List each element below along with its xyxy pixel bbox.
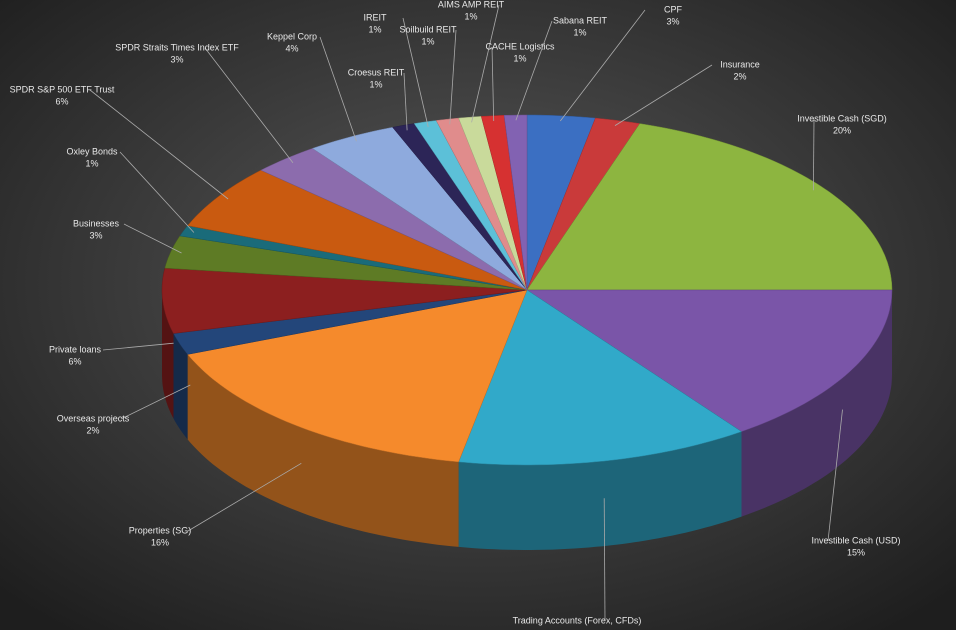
slice-label: Croesus REIT [348,67,405,77]
slice-label: SPDR S&P 500 ETF Trust [10,84,115,94]
slice-label: Investible Cash (USD) [811,535,900,545]
leader-line [119,151,195,233]
pie-slice [526,117,641,291]
slice-label: IREIT [363,12,387,22]
pie-slice [260,148,528,291]
slice-label: Overseas projects [57,413,130,423]
slice-label: Private loans [49,344,102,354]
slice-value-label: 1% [573,27,586,37]
leader-line [603,498,606,622]
slice-value-label: 3% [666,16,679,26]
slice-label: Investible Cash (SGD) [797,113,887,123]
leader-line [813,118,815,191]
slice-value-label: 20% [833,125,851,135]
slice-value-label: 2% [733,71,746,81]
slice-value-label: 6% [55,96,68,106]
slice-label: Trading Accounts (Forex, CFDs) [513,615,642,625]
slice-label: CPF [664,4,683,14]
pie-slice [526,289,893,432]
slice-label: Properties (SG) [129,525,192,535]
pie-slice [164,235,528,291]
slice-value-label: 1% [369,79,382,89]
slice-label: CACHE Logistics [485,41,555,51]
leader-line [471,4,500,123]
slice-value-label: 16% [151,537,169,547]
slice-value-label: 3% [170,54,183,64]
slice-value-label: 1% [85,158,98,168]
slice-label: Soilbuild REIT [399,24,457,34]
leader-line [120,384,191,420]
slice-label: Businesses [73,218,120,228]
pie-slice [161,267,528,334]
slice-value-label: 15% [847,547,865,557]
leader-line [827,409,843,542]
leader-line [123,223,182,254]
leader-line [614,64,713,126]
pie-slice [311,127,528,291]
slice-value-label: 3% [89,230,102,240]
pie-slice [526,114,596,291]
pie-side [458,431,742,550]
slice-label: Insurance [720,59,760,69]
slice-label: AIMS AMP REIT [438,0,505,9]
slice-value-label: 1% [464,11,477,21]
leader-line [491,46,495,122]
leader-line [89,89,229,200]
leader-line [515,20,553,121]
pie-side [187,354,459,547]
slice-label: SPDR Straits Times Index ETF [115,42,239,52]
leader-line [402,17,429,128]
leader-line [204,47,294,163]
pie-slice [187,169,528,291]
leader-line [559,9,646,122]
leader-line [449,29,457,125]
slice-label: Sabana REIT [553,15,608,25]
slice-value-label: 2% [86,425,99,435]
pie-side [173,333,188,440]
slice-label: Keppel Corp [267,31,317,41]
leader-line [102,342,174,351]
pie-side [162,290,174,419]
slice-label: Oxley Bonds [66,146,118,156]
slice-value-label: 4% [285,43,298,53]
leader-line [319,36,357,142]
pie-slice [503,114,528,291]
pie-slice [173,289,528,355]
slice-value-label: 1% [421,36,434,46]
slice-value-label: 6% [68,356,81,366]
leader-line [403,72,408,131]
pie-side [741,290,892,517]
slice-value-label: 1% [513,53,526,63]
pie-slice [526,123,893,291]
pie-slice [187,289,528,463]
pie-slice [458,289,743,466]
leader-line [187,462,302,532]
slice-value-label: 1% [368,24,381,34]
